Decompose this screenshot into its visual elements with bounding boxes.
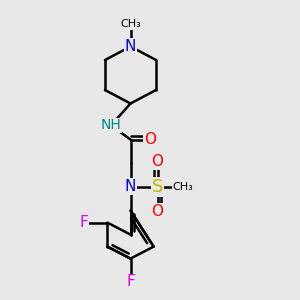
Text: NH: NH [100,118,122,132]
Text: O: O [144,132,156,147]
Text: N: N [125,39,136,54]
Text: CH₃: CH₃ [120,19,141,29]
Text: CH₃: CH₃ [172,182,194,192]
Text: F: F [80,215,88,230]
Text: O: O [152,154,164,169]
Text: F: F [126,274,135,290]
Text: N: N [125,179,136,194]
Text: O: O [152,204,164,219]
Text: S: S [152,178,163,196]
